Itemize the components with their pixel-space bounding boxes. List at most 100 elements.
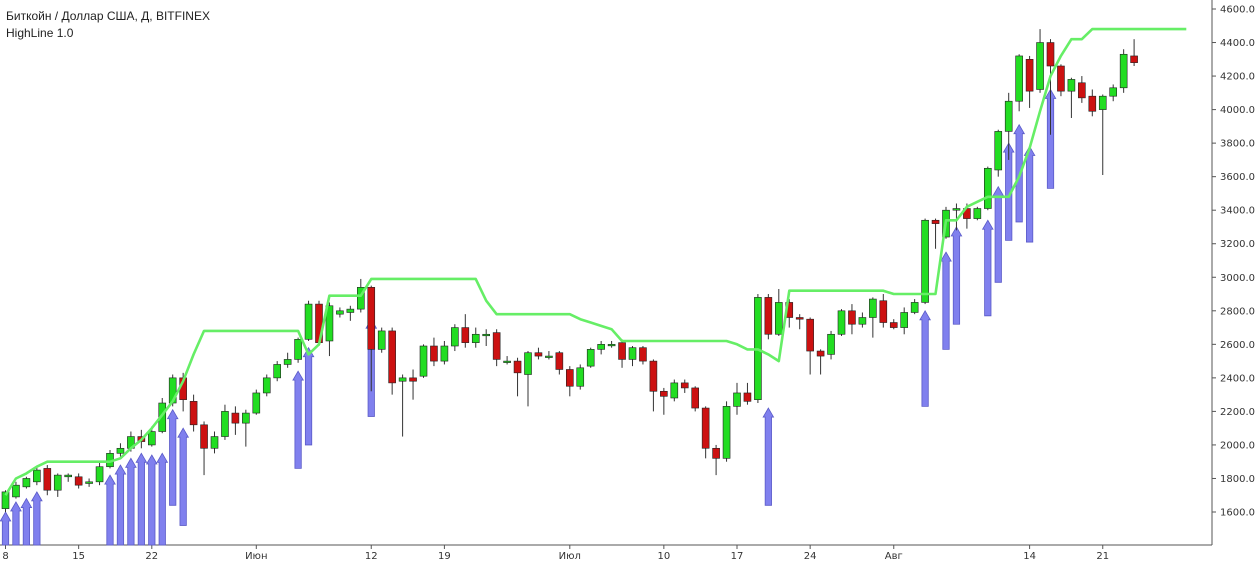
candle xyxy=(1015,54,1023,112)
x-tick-label: 22 xyxy=(145,551,158,562)
candle xyxy=(74,473,83,489)
buy-arrow xyxy=(919,310,931,407)
candle-layer xyxy=(1,29,1138,512)
candle-body xyxy=(1109,87,1117,97)
candle-body xyxy=(952,208,961,211)
candle xyxy=(900,307,909,335)
candle-body xyxy=(513,360,522,374)
candle xyxy=(680,379,689,393)
y-tick-label: 2400.0 xyxy=(1220,373,1255,384)
candle-body xyxy=(482,333,491,337)
candle-body xyxy=(492,332,501,360)
candle-body xyxy=(900,312,909,328)
buy-arrow xyxy=(20,497,33,546)
y-axis: 1600.0 1800.0 2000.0 2200.0 2400.0 2600.0 2800… xyxy=(1211,0,1255,545)
candle xyxy=(273,361,282,382)
buy-arrow xyxy=(125,457,137,546)
candle-body xyxy=(451,327,459,347)
candle-body xyxy=(377,330,386,350)
candle-body xyxy=(649,360,658,392)
candle xyxy=(95,461,104,486)
candle-body xyxy=(879,300,888,323)
candle xyxy=(116,443,125,457)
candle-body xyxy=(837,310,846,335)
candle-body xyxy=(795,317,804,320)
y-tick-label: 2600.0 xyxy=(1220,340,1255,351)
candle xyxy=(388,327,396,395)
buy-arrow xyxy=(992,185,1005,283)
candle-body xyxy=(586,349,595,367)
candle xyxy=(576,364,585,390)
candle-body xyxy=(1088,95,1097,112)
buy-arrow xyxy=(1044,88,1057,189)
candle-body xyxy=(325,305,334,342)
buy-arrow xyxy=(104,474,116,546)
candle-body xyxy=(189,401,198,426)
buy-arrow xyxy=(762,407,775,506)
candle-body xyxy=(53,474,62,491)
candle-body xyxy=(273,364,282,379)
candle xyxy=(200,421,208,476)
y-tick-label: 3200.0 xyxy=(1220,239,1255,250)
candle-body xyxy=(1,491,10,509)
candle-body xyxy=(994,131,1003,171)
buy-arrow xyxy=(114,464,127,546)
candle xyxy=(461,314,470,348)
candle-body xyxy=(12,484,20,498)
y-tick-label: 3400.0 xyxy=(1220,206,1255,217)
chart-subtitle: HighLine 1.0 xyxy=(6,26,74,40)
candle xyxy=(336,307,344,318)
buy-arrow xyxy=(0,511,12,546)
buy-arrow xyxy=(981,219,994,317)
candle-body xyxy=(43,468,52,491)
candle-body xyxy=(774,302,783,335)
candle xyxy=(628,346,637,367)
candle xyxy=(294,337,302,363)
candle-body xyxy=(356,287,365,310)
candle xyxy=(106,449,114,469)
chart-title: Биткойн / Доллар США, Д, BITFINEX xyxy=(6,9,210,23)
candle xyxy=(1025,55,1034,108)
candle-body xyxy=(827,333,835,355)
candle xyxy=(973,206,982,221)
candle-body xyxy=(221,411,229,437)
candle-body xyxy=(283,359,292,365)
candle xyxy=(409,369,417,400)
y-tick-label: 1800.0 xyxy=(1220,474,1255,485)
candle xyxy=(806,317,814,375)
candle-body xyxy=(743,392,752,402)
candle-body xyxy=(503,360,511,363)
x-tick-label: 21 xyxy=(1096,551,1109,562)
candle xyxy=(1078,76,1086,103)
candle xyxy=(252,389,261,415)
candle-body xyxy=(722,406,731,459)
candle-body xyxy=(430,345,438,362)
candle-body xyxy=(869,298,877,318)
candle xyxy=(242,409,250,447)
candle-body xyxy=(889,322,898,328)
candle-body xyxy=(910,302,919,313)
candle xyxy=(848,304,856,335)
candle-body xyxy=(607,344,616,347)
candle xyxy=(701,406,710,459)
candle xyxy=(367,285,376,392)
buy-arrow xyxy=(292,370,304,469)
candle xyxy=(1067,77,1076,118)
buy-arrow xyxy=(10,501,22,546)
x-tick-label: 19 xyxy=(438,551,451,562)
candle-body xyxy=(816,350,825,357)
candle-body xyxy=(628,347,637,360)
candle xyxy=(816,349,825,375)
candle xyxy=(262,374,271,397)
candle xyxy=(503,356,511,365)
candle xyxy=(231,406,240,435)
candle xyxy=(795,314,804,330)
candle-body xyxy=(524,352,532,375)
candle xyxy=(827,330,835,360)
candle-body xyxy=(680,382,689,389)
candle-body xyxy=(931,219,940,224)
candle-body xyxy=(388,330,396,384)
buy-arrow xyxy=(30,491,43,546)
candle-body xyxy=(1025,58,1034,92)
